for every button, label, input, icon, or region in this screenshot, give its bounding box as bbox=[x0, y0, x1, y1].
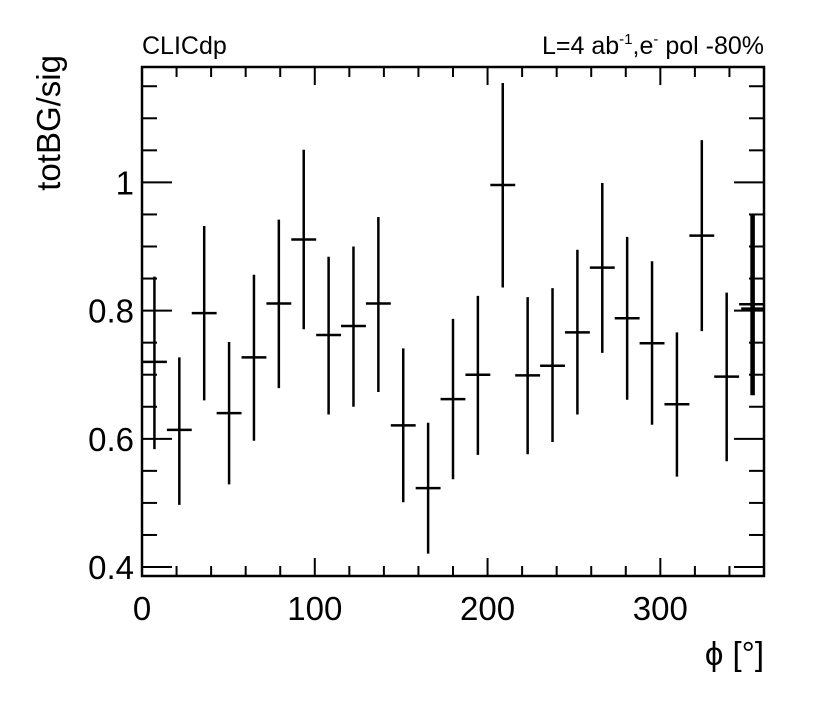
data-point bbox=[490, 83, 516, 288]
data-point bbox=[241, 274, 267, 441]
y-tick-label: 1 bbox=[116, 164, 134, 201]
data-point bbox=[316, 256, 342, 415]
data-point bbox=[515, 297, 541, 455]
data-point bbox=[291, 149, 317, 330]
data-point bbox=[142, 276, 167, 450]
plot-frame bbox=[140, 65, 766, 578]
y-axis-label: totBG/sig bbox=[30, 55, 67, 191]
data-point bbox=[714, 292, 740, 462]
data-point bbox=[589, 183, 615, 353]
y-tick-label: 0.6 bbox=[88, 421, 134, 458]
data-point bbox=[341, 246, 366, 407]
title-right: L=4 ab-1,e- pol -80% bbox=[542, 31, 764, 60]
data-point bbox=[365, 217, 391, 393]
data-point bbox=[564, 249, 590, 415]
data-point bbox=[741, 213, 764, 396]
data-point bbox=[639, 261, 665, 425]
x-tick-label: 0 bbox=[133, 590, 151, 627]
data-point bbox=[390, 348, 416, 503]
x-tick-label: 300 bbox=[633, 590, 688, 627]
data-point bbox=[191, 225, 217, 401]
x-tick-label: 200 bbox=[460, 590, 515, 627]
x-tick-label: 100 bbox=[287, 590, 342, 627]
data-point bbox=[216, 342, 242, 485]
data-point bbox=[614, 236, 640, 400]
data-point bbox=[739, 213, 764, 396]
data-point bbox=[540, 288, 565, 443]
x-axis-label: ϕ [°] bbox=[705, 635, 764, 672]
data-point bbox=[166, 357, 192, 505]
title-left: CLICdp bbox=[142, 32, 227, 60]
data-point bbox=[415, 422, 441, 554]
data-point bbox=[440, 318, 466, 480]
data-point bbox=[689, 140, 715, 332]
data-point bbox=[266, 219, 292, 389]
data-point bbox=[664, 332, 690, 477]
data-point bbox=[465, 295, 491, 455]
y-tick-label: 0.8 bbox=[88, 293, 134, 330]
y-tick-label: 0.4 bbox=[88, 549, 134, 586]
